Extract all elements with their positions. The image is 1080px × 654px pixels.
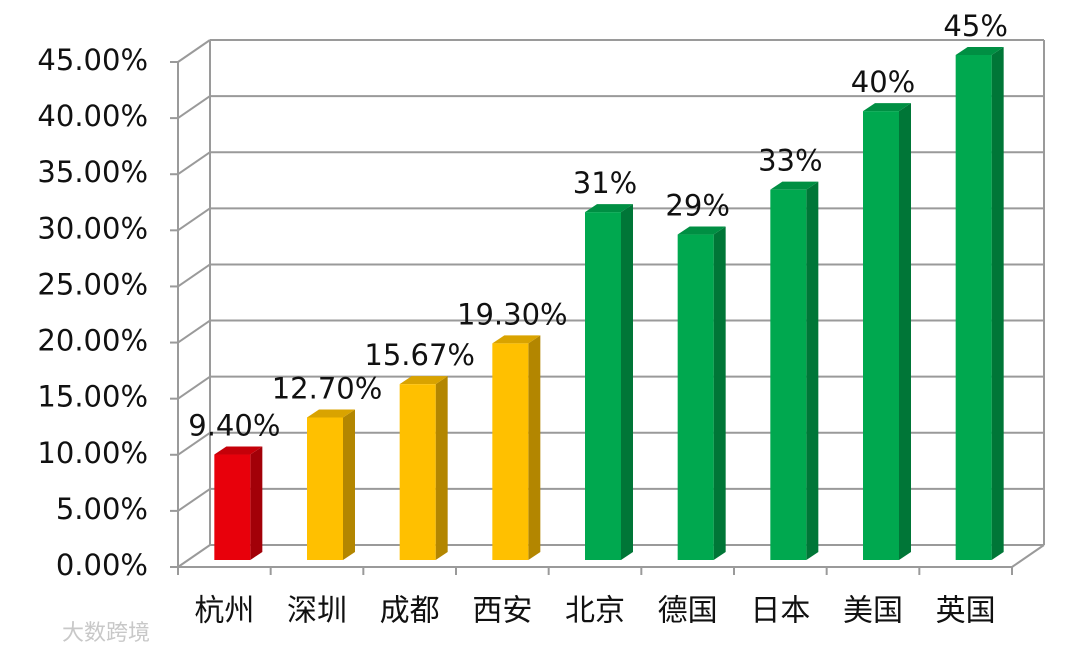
y-tick-label: 0.00%	[56, 548, 148, 582]
bar-top	[214, 446, 263, 455]
x-tick-label: 美国	[843, 594, 903, 629]
bar-front	[307, 417, 343, 560]
bar-top	[585, 204, 633, 213]
x-tick-label: 成都	[380, 594, 440, 629]
bar-front	[214, 454, 251, 560]
value-label: 31%	[573, 166, 637, 200]
value-label: 12.70%	[272, 371, 383, 405]
bar-front	[399, 384, 436, 560]
x-tick-label: 北京	[565, 594, 625, 629]
y-tick-label: 10.00%	[37, 436, 148, 470]
bar	[770, 181, 819, 560]
bar-top	[307, 409, 355, 418]
x-tick-label: 英国	[936, 594, 996, 629]
bar-top	[492, 335, 541, 344]
bar-side	[713, 226, 726, 561]
bar-top	[677, 226, 726, 235]
bar-front	[863, 111, 899, 560]
grid-line	[177, 39, 211, 63]
bar-side	[806, 181, 819, 560]
bar-top	[955, 47, 1004, 55]
grid-line	[177, 431, 211, 456]
x-tick-label: 德国	[658, 594, 718, 629]
value-label: 40%	[851, 65, 915, 99]
bar	[214, 446, 263, 560]
bar-top	[863, 103, 911, 112]
y-tick-label: 45.00%	[37, 43, 148, 77]
value-label: 15.67%	[364, 338, 475, 372]
y-tick-label: 35.00%	[37, 155, 148, 189]
bar-side	[435, 376, 448, 560]
bar-side	[621, 204, 633, 560]
bar-front	[492, 343, 529, 560]
bar-side	[899, 103, 911, 560]
bar	[863, 103, 911, 560]
y-tick-label: 40.00%	[37, 99, 148, 133]
x-tick-label: 深圳	[287, 594, 347, 629]
bar-front	[955, 55, 992, 560]
bar-side	[991, 47, 1004, 560]
bar-front	[770, 189, 807, 560]
y-tick-label: 15.00%	[37, 380, 148, 414]
bar	[399, 376, 448, 560]
bar	[585, 204, 633, 560]
y-tick-label: 30.00%	[37, 211, 148, 245]
value-label: 29%	[665, 189, 729, 223]
y-tick-label: 5.00%	[56, 492, 148, 526]
bar-front	[585, 212, 621, 560]
grid-line	[177, 319, 211, 344]
bar-side	[343, 409, 355, 560]
value-label: 19.30%	[457, 297, 568, 331]
grid-line	[177, 95, 211, 119]
x-tick-label: 日本	[750, 594, 810, 629]
x-tick-label: 西安	[472, 594, 532, 629]
grid-line	[177, 544, 211, 568]
value-label: 45%	[943, 9, 1007, 43]
bar-top	[770, 181, 819, 190]
grid-line	[177, 151, 211, 176]
bar	[492, 335, 541, 560]
value-label: 9.40%	[188, 409, 280, 443]
y-tick-label: 20.00%	[37, 324, 148, 358]
bar-side	[250, 446, 263, 560]
bar	[955, 47, 1004, 560]
x-tick-label: 杭州	[194, 594, 254, 629]
bar-top	[399, 376, 448, 385]
grid-line	[177, 207, 211, 232]
watermark: 大数跨境	[62, 621, 150, 646]
bar	[677, 226, 726, 561]
y-tick-label: 25.00%	[37, 267, 148, 301]
floor-edge	[1011, 544, 1045, 568]
bar-side	[528, 335, 541, 560]
bar-front	[677, 234, 714, 561]
grid-line	[177, 263, 211, 288]
value-label: 33%	[758, 144, 822, 178]
grid-line	[177, 488, 211, 512]
grid-line	[177, 375, 211, 400]
bar	[307, 409, 355, 560]
